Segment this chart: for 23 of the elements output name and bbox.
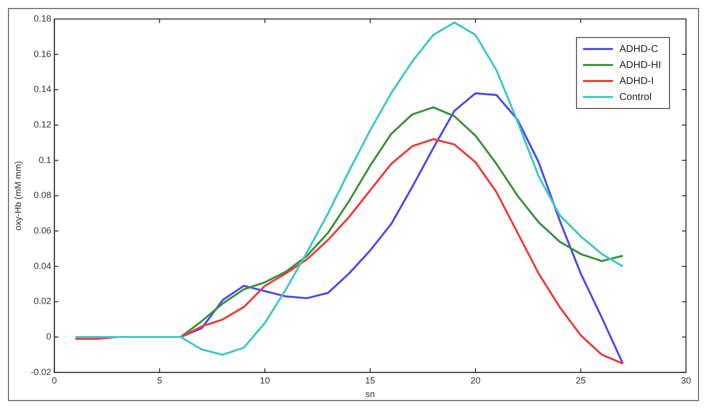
legend-label: Control	[619, 92, 652, 102]
y-tick-label: 0	[46, 332, 52, 342]
y-tick-label: 0.14	[34, 84, 52, 94]
legend-label: ADHD-C	[619, 44, 658, 54]
x-tick-label: 25	[576, 375, 586, 386]
y-tick-label: 0.02	[34, 296, 52, 306]
y-tick-label: 0.12	[34, 120, 52, 130]
legend-label: ADHD-HI	[619, 60, 661, 70]
x-tick-label: 10	[260, 375, 270, 386]
x-tick-label: 5	[157, 375, 162, 386]
y-tick-label: -0.02	[30, 366, 52, 377]
y-tick-label: 0.08	[34, 190, 52, 200]
x-tick-label: 30	[680, 375, 692, 386]
x-axis-title: sn	[365, 389, 375, 400]
y-tick-label: 0.1	[38, 154, 52, 165]
y-axis-title: oxy-Hb (mM mm)	[12, 160, 23, 230]
x-tick-label: 15	[365, 375, 376, 386]
y-tick-label: 0.18	[34, 13, 52, 24]
y-tick-label: 0.06	[34, 226, 52, 236]
x-tick-label: 20	[470, 375, 480, 386]
y-tick-label: 0.16	[34, 48, 52, 59]
y-tick-label: 0.04	[34, 260, 52, 271]
legend-label: ADHD-I	[619, 76, 654, 86]
